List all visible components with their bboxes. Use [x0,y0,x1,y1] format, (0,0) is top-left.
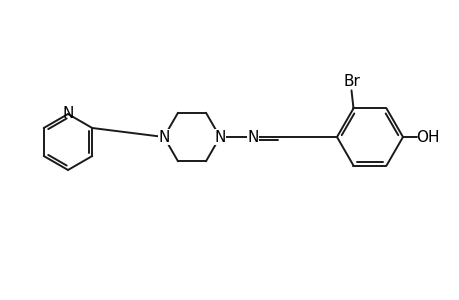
Text: N: N [158,130,169,145]
Text: N: N [62,106,73,121]
Text: N: N [214,130,225,145]
Text: Br: Br [342,74,359,89]
Text: N: N [247,130,258,145]
Text: OH: OH [415,130,439,145]
